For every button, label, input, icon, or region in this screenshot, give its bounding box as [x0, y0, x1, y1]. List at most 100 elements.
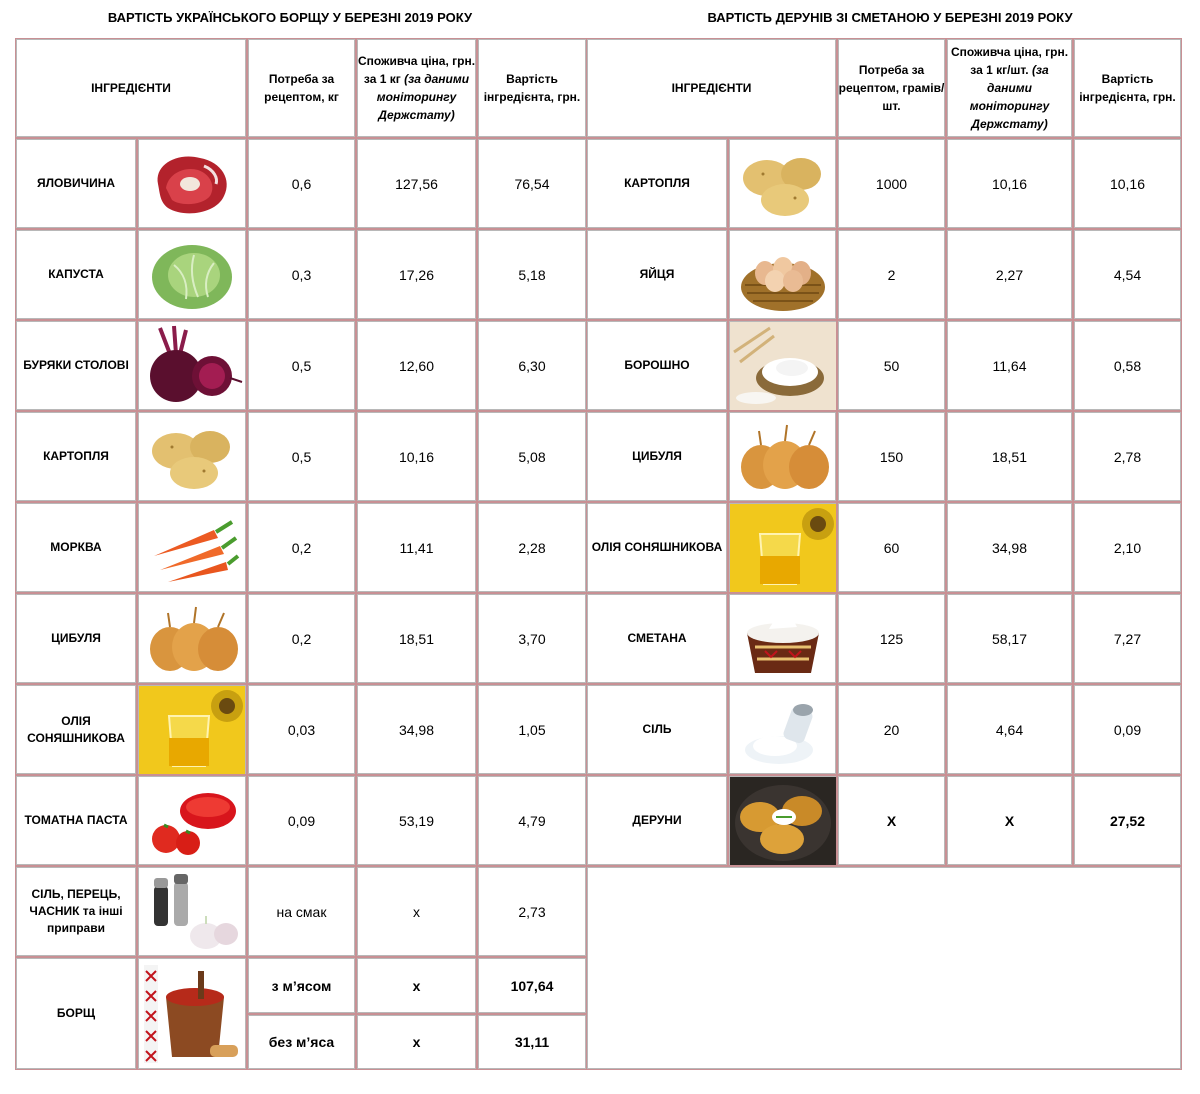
table-header-row: ІНГРЕДІЄНТИ Потреба за рецептом, кг Спож…: [15, 38, 587, 138]
total-name: ДЕРУНИ: [586, 775, 728, 866]
need-value: 2: [837, 229, 946, 320]
need-value: 125: [837, 593, 946, 684]
price-value: 18,51: [356, 593, 477, 684]
deruny-title: ВАРТІСТЬ ДЕРУНІВ ЗІ СМЕТАНОЮ У БЕРЕЗНІ 2…: [707, 10, 1073, 25]
empty-cell: [586, 866, 1182, 1070]
ingredient-name: КАПУСТА: [15, 229, 137, 320]
ingredient-name: КАРТОПЛЯ: [586, 138, 728, 229]
deruny-table: ІНГРЕДІЄНТИ Потреба за рецептом, грамів/…: [586, 38, 1182, 1070]
header-ingredients: ІНГРЕДІЄНТИ: [586, 38, 837, 138]
ingredient-name: БОРОШНО: [586, 320, 728, 411]
ingredient-name: СІЛЬ, ПЕРЕЦЬ, ЧАСНИК та інші приправи: [15, 866, 137, 957]
salt-icon: [728, 684, 837, 775]
need-value: 0,6: [247, 138, 356, 229]
ingredient-name: ТОМАТНА ПАСТА: [15, 775, 137, 866]
cost-value: 2,73: [477, 866, 587, 957]
total-name: БОРЩ: [15, 957, 137, 1070]
ingredient-name: БУРЯКИ СТОЛОВІ: [15, 320, 137, 411]
need-value: 0,5: [247, 411, 356, 502]
table-row: МОРКВА 0,2 11,41 2,28: [15, 502, 587, 593]
header-price-note: (за даними моніторингу Держстату): [376, 72, 470, 122]
table-row: КАРТОПЛЯ 0,5 10,16 5,08: [15, 411, 587, 502]
header-price-note: (за даними моніторингу Держстату): [969, 63, 1050, 131]
table-row: ЯЙЦЯ 2 2,27 4,54: [586, 229, 1182, 320]
cost-value: 5,08: [477, 411, 587, 502]
borsch-pot-icon: [137, 957, 247, 1070]
price-value: 127,56: [356, 138, 477, 229]
sour-cream-icon: [728, 593, 837, 684]
cost-value: 7,27: [1073, 593, 1182, 684]
cost-value: 4,79: [477, 775, 587, 866]
table-row: БУРЯКИ СТОЛОВІ 0,5 12,60 6,30: [15, 320, 587, 411]
need-value: 50: [837, 320, 946, 411]
header-need: Потреба за рецептом, кг: [247, 38, 356, 138]
total-row-without-meat: без м’яса х 31,11: [15, 1014, 587, 1070]
cost-value: 6,30: [477, 320, 587, 411]
empty-area: [586, 866, 1182, 1070]
spices-icon: [137, 866, 247, 957]
cost-value: 10,16: [1073, 138, 1182, 229]
price-value: 4,64: [946, 684, 1073, 775]
without-meat-price: х: [356, 1014, 477, 1070]
price-value: 11,64: [946, 320, 1073, 411]
price-value: 11,41: [356, 502, 477, 593]
table-row: КАРТОПЛЯ 1000 10,16 10,16: [586, 138, 1182, 229]
cost-value: 0,58: [1073, 320, 1182, 411]
total-need: Х: [837, 775, 946, 866]
total-row-with-meat: БОРЩ з м’ясом х 107,64: [15, 957, 587, 1070]
need-value: 0,03: [247, 684, 356, 775]
total-cost: 27,52: [1073, 775, 1182, 866]
ingredient-name: ЦИБУЛЯ: [15, 593, 137, 684]
need-value: 60: [837, 502, 946, 593]
cabbage-icon: [137, 229, 247, 320]
price-value: 34,98: [356, 684, 477, 775]
onion-icon: [137, 593, 247, 684]
need-value: 0,09: [247, 775, 356, 866]
ingredient-name: ОЛІЯ СОНЯШНИКОВА: [586, 502, 728, 593]
ingredient-name: ЯЙЦЯ: [586, 229, 728, 320]
ingredient-name: КАРТОПЛЯ: [15, 411, 137, 502]
sunflower-oil-icon: [728, 502, 837, 593]
carrot-icon: [137, 502, 247, 593]
cost-value: 76,54: [477, 138, 587, 229]
price-value: 2,27: [946, 229, 1073, 320]
table-row: БОРОШНО 50 11,64 0,58: [586, 320, 1182, 411]
with-meat-label: з м’ясом: [247, 957, 356, 1014]
need-value: 0,2: [247, 593, 356, 684]
table-row: ЯЛОВИЧИНА 0,6 127,56 76,54: [15, 138, 587, 229]
need-value: 0,2: [247, 502, 356, 593]
table-row: СМЕТАНА 125 58,17 7,27: [586, 593, 1182, 684]
price-value: 12,60: [356, 320, 477, 411]
tomato-paste-icon: [137, 775, 247, 866]
ingredient-name: ЦИБУЛЯ: [586, 411, 728, 502]
price-value: 18,51: [946, 411, 1073, 502]
need-value: 20: [837, 684, 946, 775]
cost-value: 2,28: [477, 502, 587, 593]
ingredient-name: СІЛЬ: [586, 684, 728, 775]
header-price-label: Споживча ціна, грн. за 1 кг: [357, 54, 476, 86]
table-row: КАПУСТА 0,3 17,26 5,18: [15, 229, 587, 320]
table-row: СІЛЬ 20 4,64 0,09: [586, 684, 1182, 775]
ingredient-name: ОЛІЯ СОНЯШНИКОВА: [15, 684, 137, 775]
table-row: ЦИБУЛЯ 0,2 18,51 3,70: [15, 593, 587, 684]
table-row: ТОМАТНА ПАСТА 0,09 53,19 4,79: [15, 775, 587, 866]
header-cost: Вартість інгредієнта, грн.: [477, 38, 587, 138]
price-value: 58,17: [946, 593, 1073, 684]
borsch-table: ІНГРЕДІЄНТИ Потреба за рецептом, кг Спож…: [15, 38, 587, 1070]
table-header-row: ІНГРЕДІЄНТИ Потреба за рецептом, грамів/…: [586, 38, 1182, 138]
price-value: 10,16: [356, 411, 477, 502]
potato-icon: [137, 411, 247, 502]
cost-value: 0,09: [1073, 684, 1182, 775]
header-price-label: Споживча ціна, грн. за 1 кг/шт.: [950, 45, 1069, 77]
beef-icon: [137, 138, 247, 229]
without-meat-cost: 31,11: [477, 1014, 587, 1070]
table-row: ОЛІЯ СОНЯШНИКОВА 60 34,98 2,10: [586, 502, 1182, 593]
table-row: ОЛІЯ СОНЯШНИКОВА 0,03 34,98 1,05: [15, 684, 587, 775]
sunflower-oil-icon: [137, 684, 247, 775]
borsch-title: ВАРТІСТЬ УКРАЇНСЬКОГО БОРЩУ У БЕРЕЗНІ 20…: [107, 10, 473, 25]
beet-icon: [137, 320, 247, 411]
need-value: на смак: [247, 866, 356, 957]
flour-icon: [728, 320, 837, 411]
need-value: 0,3: [247, 229, 356, 320]
cost-value: 2,78: [1073, 411, 1182, 502]
